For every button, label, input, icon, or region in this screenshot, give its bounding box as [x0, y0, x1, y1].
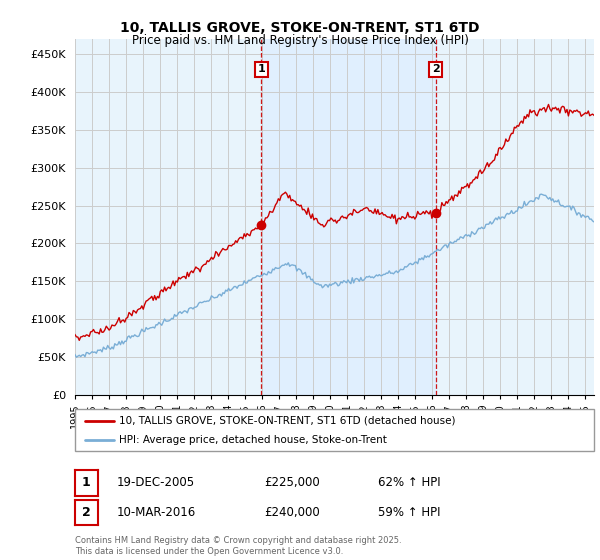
Text: £240,000: £240,000	[264, 506, 320, 519]
FancyBboxPatch shape	[75, 409, 594, 451]
Text: Contains HM Land Registry data © Crown copyright and database right 2025.
This d: Contains HM Land Registry data © Crown c…	[75, 536, 401, 556]
Text: 2: 2	[82, 506, 91, 519]
Text: 2: 2	[432, 64, 439, 74]
Text: 62% ↑ HPI: 62% ↑ HPI	[378, 476, 440, 489]
Text: 1: 1	[82, 476, 91, 489]
Text: 10, TALLIS GROVE, STOKE-ON-TRENT, ST1 6TD (detached house): 10, TALLIS GROVE, STOKE-ON-TRENT, ST1 6T…	[119, 416, 455, 426]
Text: HPI: Average price, detached house, Stoke-on-Trent: HPI: Average price, detached house, Stok…	[119, 435, 387, 445]
Text: 19-DEC-2005: 19-DEC-2005	[117, 476, 195, 489]
Text: 59% ↑ HPI: 59% ↑ HPI	[378, 506, 440, 519]
Text: 10, TALLIS GROVE, STOKE-ON-TRENT, ST1 6TD: 10, TALLIS GROVE, STOKE-ON-TRENT, ST1 6T…	[120, 21, 480, 35]
Text: Price paid vs. HM Land Registry's House Price Index (HPI): Price paid vs. HM Land Registry's House …	[131, 34, 469, 46]
Text: 1: 1	[257, 64, 265, 74]
Bar	[262, 39, 436, 395]
Text: £225,000: £225,000	[264, 476, 320, 489]
Text: 10-MAR-2016: 10-MAR-2016	[117, 506, 196, 519]
